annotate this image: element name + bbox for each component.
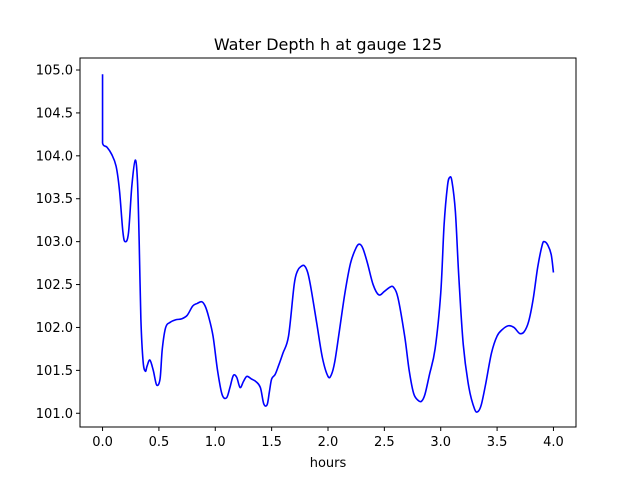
plot-area [101,74,555,413]
y-tick-label: 103.5 [36,192,73,207]
x-axis: 0.0 0.5 1.0 1.5 2.0 2.5 3.0 3.5 4.0 [92,427,564,450]
y-tick-label: 104.0 [36,149,73,164]
x-tick-label: 1.5 [261,435,282,450]
x-tick-label: 2.5 [374,435,395,450]
x-tick-label: 3.0 [430,435,451,450]
x-tick-label: 2.0 [318,435,339,450]
y-axis: 101.0 101.5 102.0 102.5 103.0 103.5 104.0 104.5… [36,64,80,422]
y-tick-label: 101.0 [36,407,73,422]
y-tick-label: 103.0 [36,235,73,250]
y-tick-label: 102.5 [36,278,73,293]
x-tick-label: 0.5 [149,435,170,450]
x-axis-label: hours [310,456,347,471]
y-tick-label: 102.0 [36,321,73,336]
x-tick-label: 3.5 [487,435,508,450]
series-line [101,74,555,413]
y-tick-label: 101.5 [36,364,73,379]
x-tick-label: 1.0 [205,435,226,450]
y-tick-label: 105.0 [36,64,73,79]
x-tick-label: 0.0 [92,435,113,450]
chart-title: Water Depth h at gauge 125 [214,35,442,54]
y-tick-label: 104.5 [36,106,73,121]
x-tick-label: 4.0 [543,435,564,450]
